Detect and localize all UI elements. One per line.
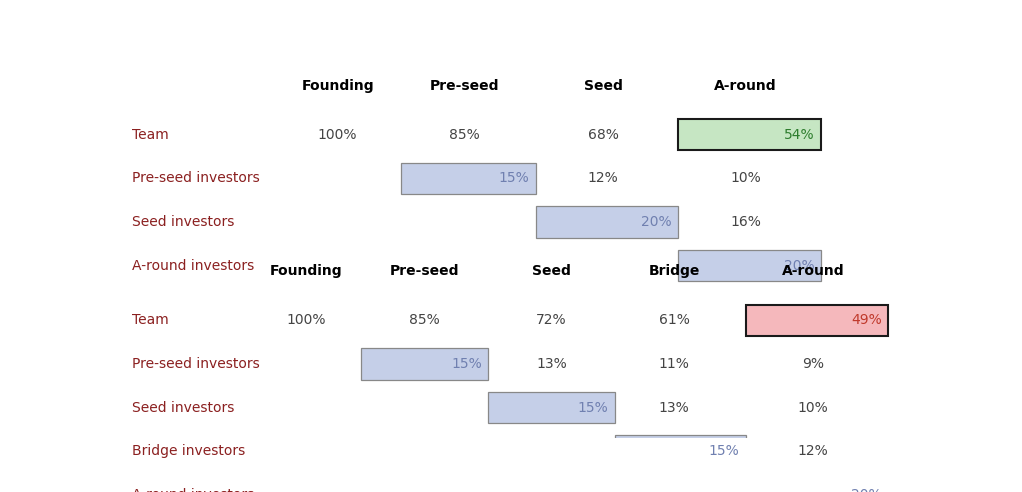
Text: 49%: 49%	[851, 313, 882, 328]
Text: Pre-seed: Pre-seed	[390, 264, 460, 278]
Text: A-round: A-round	[782, 264, 844, 278]
Bar	[489, 392, 615, 423]
Text: 85%: 85%	[410, 313, 440, 328]
Text: Seed investors: Seed investors	[132, 400, 234, 415]
Text: Founding: Founding	[301, 79, 374, 92]
Text: Seed: Seed	[532, 264, 571, 278]
Text: Pre-seed investors: Pre-seed investors	[132, 171, 260, 185]
Text: 11%: 11%	[659, 357, 690, 371]
Text: 100%: 100%	[318, 128, 358, 142]
Text: 13%: 13%	[537, 357, 567, 371]
Text: 12%: 12%	[797, 444, 828, 458]
Text: 15%: 15%	[708, 444, 739, 458]
Bar	[679, 119, 821, 151]
Text: 10%: 10%	[797, 400, 828, 415]
Text: Founding: Founding	[270, 264, 342, 278]
Bar	[679, 250, 821, 281]
Text: Team: Team	[132, 128, 169, 142]
Text: 68%: 68%	[588, 128, 618, 142]
Text: A-round: A-round	[714, 79, 777, 92]
Text: 13%: 13%	[659, 400, 690, 415]
Text: 61%: 61%	[659, 313, 690, 328]
Bar	[615, 435, 746, 467]
Text: 20%: 20%	[851, 488, 882, 492]
Text: 20%: 20%	[784, 258, 815, 273]
Text: 15%: 15%	[499, 171, 529, 185]
Text: 100%: 100%	[286, 313, 326, 328]
Text: 85%: 85%	[449, 128, 479, 142]
Text: 12%: 12%	[588, 171, 618, 185]
Text: Pre-seed investors: Pre-seed investors	[132, 357, 260, 371]
Text: 20%: 20%	[641, 215, 671, 229]
Text: 72%: 72%	[537, 313, 567, 328]
Text: Pre-seed: Pre-seed	[429, 79, 499, 92]
Bar	[746, 479, 888, 492]
Text: Bridge: Bridge	[649, 264, 700, 278]
Text: 16%: 16%	[730, 215, 761, 229]
Text: 10%: 10%	[730, 171, 761, 185]
Text: A-round investors: A-round investors	[132, 488, 253, 492]
Text: 54%: 54%	[784, 128, 815, 142]
Text: 15%: 15%	[451, 357, 481, 371]
Bar	[401, 163, 536, 194]
Text: Bridge investors: Bridge investors	[132, 444, 245, 458]
Text: Seed: Seed	[584, 79, 622, 92]
Text: 15%: 15%	[577, 400, 608, 415]
Bar	[362, 348, 489, 380]
Bar	[536, 206, 679, 238]
Text: Seed investors: Seed investors	[132, 215, 234, 229]
Text: A-round investors: A-round investors	[132, 258, 253, 273]
Text: Team: Team	[132, 313, 169, 328]
Bar	[746, 305, 888, 336]
Text: 9%: 9%	[802, 357, 824, 371]
